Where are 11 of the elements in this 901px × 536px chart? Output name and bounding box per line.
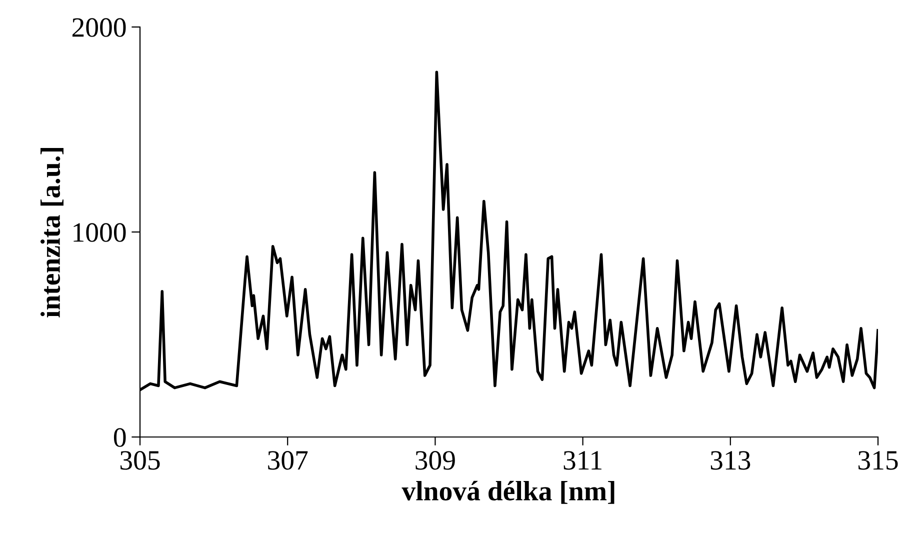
x-tick-label: 315 <box>858 451 898 470</box>
x-tick-label: 307 <box>268 450 308 470</box>
y-tick-label: 0 <box>114 428 126 447</box>
y-tick-label: 2000 <box>72 18 126 37</box>
x-tick-label: 313 <box>710 451 750 470</box>
y-tick-label: 1000 <box>74 223 126 242</box>
x-tick-label: 305 <box>120 450 160 470</box>
y-axis-title: intenzita [a.u.] <box>40 148 64 318</box>
x-tick-label: 311 <box>564 451 602 470</box>
x-tick-label: 309 <box>416 450 455 470</box>
x-axis-title: vlnová délka [nm] <box>402 480 614 504</box>
